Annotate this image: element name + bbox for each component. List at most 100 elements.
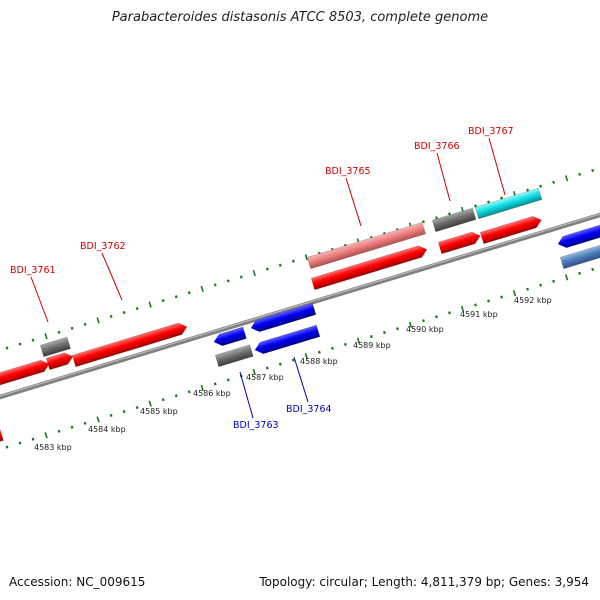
reverse-tick-mark <box>70 425 74 429</box>
gene-arrow-bdi-3761 <box>45 352 74 371</box>
reverse-tick-mark <box>57 429 61 433</box>
scale-tick-label: 4592 kbp <box>514 296 552 305</box>
forward-tick-mark <box>122 310 126 315</box>
forward-tick-mark <box>96 317 100 324</box>
reverse-tick-mark <box>83 421 87 425</box>
scale-tick-label: 4591 kbp <box>460 310 498 319</box>
forward-tick-mark <box>148 301 152 308</box>
gene-arrow-bdi-3764 <box>254 324 321 355</box>
reverse-tick-mark <box>304 353 308 360</box>
gene-features <box>0 187 600 444</box>
reverse-tick-mark <box>422 319 425 323</box>
scale-tick-label: 4590 kbp <box>406 325 444 334</box>
forward-tick-mark <box>422 220 425 224</box>
reverse-tick-mark <box>278 362 282 366</box>
gene-box-bdi-3765 <box>306 222 426 270</box>
reverse-tick-mark <box>252 368 256 376</box>
reverse-tick-mark <box>213 382 217 386</box>
reverse-label-leader <box>239 371 254 419</box>
gene-arrow-bdi-3766 <box>437 231 481 255</box>
scale-tick-label: 4583 kbp <box>34 443 72 452</box>
forward-tick-mark <box>31 338 35 342</box>
reverse-tick-mark <box>565 274 569 281</box>
reverse-tick-mark <box>135 406 139 410</box>
reverse-tick-mark <box>96 416 100 423</box>
forward-label-leader <box>345 177 362 227</box>
forward-tick-mark <box>226 279 230 283</box>
reverse-tick-mark <box>539 283 543 287</box>
forward-tick-mark <box>448 212 451 216</box>
forward-tick-mark <box>187 291 191 295</box>
reverse-tick-mark <box>591 267 595 271</box>
forward-tick-mark <box>83 322 87 326</box>
forward-tick-mark <box>70 326 74 330</box>
gene-box-bdi-3766 <box>431 207 477 233</box>
reverse-tick-mark <box>356 337 361 344</box>
gene-labels: BDI_3761 BDI_3762 BDI_3765 BDI_3766 BDI_3767… <box>10 126 514 431</box>
forward-label-leader <box>30 276 49 323</box>
forward-tick-mark <box>161 299 165 303</box>
reverse-tick-mark <box>5 445 9 449</box>
scale-tick-label: 4584 kbp <box>88 425 126 434</box>
reverse-tick-mark <box>500 295 503 299</box>
forward-label-leader <box>436 152 451 202</box>
forward-tick-mark <box>278 263 282 267</box>
forward-tick-mark <box>552 180 556 184</box>
forward-tick-mark <box>18 342 22 346</box>
forward-gene-label: BDI_3766 <box>414 141 460 152</box>
reverse-tick-mark <box>122 409 126 414</box>
footer-summary: Topology: circular; Length: 4,811,379 bp… <box>259 575 589 589</box>
reverse-tick-mark <box>408 321 413 328</box>
gene-arrow-bdi-3767 <box>479 215 542 245</box>
forward-tick-mark <box>200 285 204 292</box>
gene-box-bdi-3761 <box>39 336 71 358</box>
gene-arrow-bdi-3762 <box>71 322 188 368</box>
reverse-tick-mark <box>512 290 517 297</box>
reverse-tick-mark <box>265 366 269 370</box>
forward-tick-mark <box>135 307 139 311</box>
forward-tick-mark <box>435 216 438 220</box>
reverse-tick-mark <box>578 271 582 275</box>
reverse-tick-mark <box>187 390 191 394</box>
forward-tick-mark <box>174 295 178 299</box>
scale-tick-label: 4587 kbp <box>246 373 284 382</box>
forward-tick-mark <box>526 188 530 192</box>
forward-gene-label: BDI_3765 <box>325 166 371 177</box>
gene-arrow-bdi-3764-upper <box>250 302 317 333</box>
forward-tick-mark <box>591 168 595 172</box>
gene-arrow-right-edge <box>557 223 600 249</box>
footer-accession: Accession: NC_009615 <box>9 575 146 589</box>
reverse-tick-mark <box>44 432 48 439</box>
reverse-tick-mark <box>200 384 204 391</box>
forward-gene-label: BDI_3767 <box>468 126 514 137</box>
forward-tick-mark <box>291 259 295 263</box>
forward-tick-mark <box>474 204 477 208</box>
gene-box-bdi-3767 <box>474 187 543 220</box>
reverse-tick-mark <box>18 441 22 445</box>
forward-label-leader <box>101 252 123 301</box>
forward-tick-mark <box>500 196 503 200</box>
forward-tick-mark <box>5 346 9 350</box>
scale-tick-label: 4589 kbp <box>353 341 391 350</box>
reverse-gene-label: BDI_3764 <box>286 404 332 415</box>
reverse-tick-mark <box>317 350 321 354</box>
forward-tick-mark <box>213 283 217 287</box>
reverse-tick-mark <box>330 346 334 350</box>
gene-box-right-edge <box>559 243 600 270</box>
forward-tick-mark <box>304 254 308 261</box>
gene-arrow-bdi-3763 <box>213 326 247 347</box>
forward-tick-mark <box>565 175 569 182</box>
forward-label-leader <box>488 137 506 196</box>
scale-tick-label: 4586 kbp <box>193 389 231 398</box>
reverse-tick-mark <box>474 303 477 307</box>
gene-arrow-bdi-3765-main <box>310 245 428 291</box>
forward-tick-mark <box>487 200 490 204</box>
reverse-tick-mark <box>343 342 347 346</box>
forward-tick-track <box>5 168 595 350</box>
gene-box-bdi-3763 <box>214 344 254 368</box>
forward-tick-mark <box>44 333 48 340</box>
forward-gene-label: BDI_3761 <box>10 265 56 276</box>
reverse-tick-mark <box>109 413 113 418</box>
forward-tick-mark <box>57 330 61 334</box>
